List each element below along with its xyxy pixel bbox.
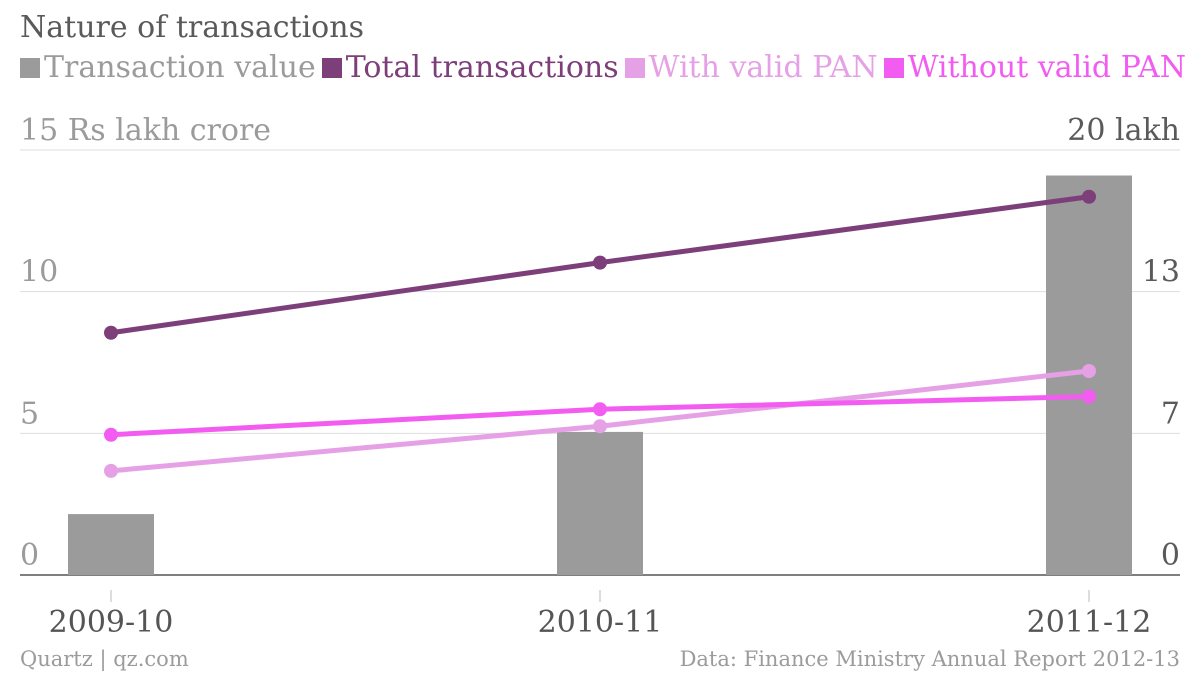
legend-swatch-with-valid-pan <box>624 57 645 78</box>
point-with-valid-pan-2009-10 <box>104 463 118 478</box>
point-without-valid-pan-2010-11 <box>593 402 607 417</box>
right-tick-label: 13 <box>1142 255 1180 290</box>
footer-source-left: Quartz | qz.com <box>20 647 189 671</box>
point-with-valid-pan-2010-11 <box>593 419 607 434</box>
right-tick-label: 7 <box>1161 396 1180 431</box>
left-tick-label: 5 <box>20 396 39 431</box>
point-with-valid-pan-2011-12 <box>1082 364 1096 378</box>
bar-transaction-value-2009-10 <box>68 514 154 575</box>
legend-swatch-transaction-value <box>20 57 40 78</box>
right-tick-label: 0 <box>1161 538 1180 573</box>
point-total-transactions-2009-10 <box>104 325 118 340</box>
legend-label-with-valid-pan: With valid PAN <box>648 50 878 85</box>
footer-source-right: Data: Finance Ministry Annual Report 201… <box>679 647 1180 671</box>
legend-item-with-valid-pan: With valid PAN <box>624 50 878 85</box>
legend-item-without-valid-pan: Without valid PAN <box>883 50 1186 85</box>
x-tick-label: 2010-11 <box>538 605 663 640</box>
legend-swatch-without-valid-pan <box>883 57 904 78</box>
legend-label-transaction-value: Transaction value <box>44 50 316 85</box>
point-without-valid-pan-2009-10 <box>104 427 118 442</box>
point-total-transactions-2010-11 <box>593 255 607 270</box>
legend-label-total-transactions: Total transactions <box>345 50 619 85</box>
right-axis-unit-label: 20 lakh <box>1067 113 1180 148</box>
legend-swatch-total-transactions <box>321 57 342 78</box>
left-axis-unit-label: 15 Rs lakh crore <box>20 113 271 148</box>
legend-item-total-transactions: Total transactions <box>321 50 619 85</box>
point-without-valid-pan-2011-12 <box>1082 389 1096 404</box>
legend-item-transaction-value: Transaction value <box>20 50 316 85</box>
chart-title: Nature of transactions <box>20 10 364 45</box>
x-tick-label: 2011-12 <box>1027 605 1152 640</box>
legend-label-without-valid-pan: Without valid PAN <box>907 50 1186 85</box>
x-tick-label: 2009-10 <box>49 605 174 640</box>
left-tick-label: 0 <box>20 538 39 573</box>
legend: Transaction value Total transactions Wit… <box>20 50 1192 85</box>
bar-transaction-value-2010-11 <box>557 431 643 575</box>
point-total-transactions-2011-12 <box>1082 189 1096 204</box>
left-tick-label: 10 <box>20 255 58 290</box>
